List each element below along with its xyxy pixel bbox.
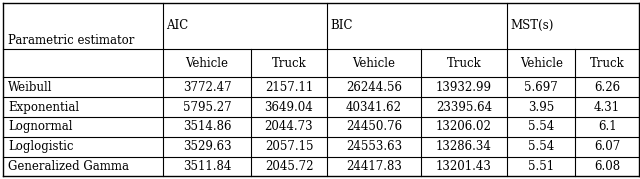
Text: BIC: BIC <box>330 19 353 32</box>
Text: Truck: Truck <box>589 57 625 69</box>
Text: 2057.15: 2057.15 <box>265 140 313 153</box>
Text: Generalized Gamma: Generalized Gamma <box>8 160 129 173</box>
Text: Lognormal: Lognormal <box>8 120 73 133</box>
Text: 6.08: 6.08 <box>594 160 620 173</box>
Text: Loglogistic: Loglogistic <box>8 140 74 153</box>
Text: 26244.56: 26244.56 <box>346 81 402 94</box>
Text: 5.51: 5.51 <box>528 160 554 173</box>
Text: 24417.83: 24417.83 <box>346 160 402 173</box>
Text: 5.697: 5.697 <box>524 81 558 94</box>
Text: 13201.43: 13201.43 <box>436 160 492 173</box>
Text: 3511.84: 3511.84 <box>183 160 231 173</box>
Text: 3529.63: 3529.63 <box>182 140 231 153</box>
Text: Truck: Truck <box>447 57 481 69</box>
Text: 3772.47: 3772.47 <box>182 81 231 94</box>
Text: Truck: Truck <box>271 57 307 69</box>
Text: 6.1: 6.1 <box>598 120 616 133</box>
Text: Exponential: Exponential <box>8 101 79 113</box>
Text: 23395.64: 23395.64 <box>436 101 492 113</box>
Text: AIC: AIC <box>166 19 188 32</box>
Text: 5.54: 5.54 <box>528 120 554 133</box>
Text: Parametric estimator: Parametric estimator <box>8 33 134 47</box>
Text: Vehicle: Vehicle <box>352 57 396 69</box>
Text: 40341.62: 40341.62 <box>346 101 402 113</box>
Text: MST(s): MST(s) <box>510 19 554 32</box>
Text: 2045.72: 2045.72 <box>265 160 313 173</box>
Text: Vehicle: Vehicle <box>520 57 563 69</box>
Text: 24450.76: 24450.76 <box>346 120 402 133</box>
Text: 13932.99: 13932.99 <box>436 81 492 94</box>
Text: Weibull: Weibull <box>8 81 53 94</box>
Text: 2044.73: 2044.73 <box>265 120 314 133</box>
Text: 5.54: 5.54 <box>528 140 554 153</box>
Text: 3649.04: 3649.04 <box>264 101 314 113</box>
Text: 13286.34: 13286.34 <box>436 140 492 153</box>
Text: 6.07: 6.07 <box>594 140 620 153</box>
Text: 6.26: 6.26 <box>594 81 620 94</box>
Text: 4.31: 4.31 <box>594 101 620 113</box>
Text: 3.95: 3.95 <box>528 101 554 113</box>
Text: 24553.63: 24553.63 <box>346 140 402 153</box>
Text: 5795.27: 5795.27 <box>182 101 231 113</box>
Text: 13206.02: 13206.02 <box>436 120 492 133</box>
Text: 3514.86: 3514.86 <box>183 120 231 133</box>
Text: 2157.11: 2157.11 <box>265 81 313 94</box>
Text: Vehicle: Vehicle <box>186 57 228 69</box>
